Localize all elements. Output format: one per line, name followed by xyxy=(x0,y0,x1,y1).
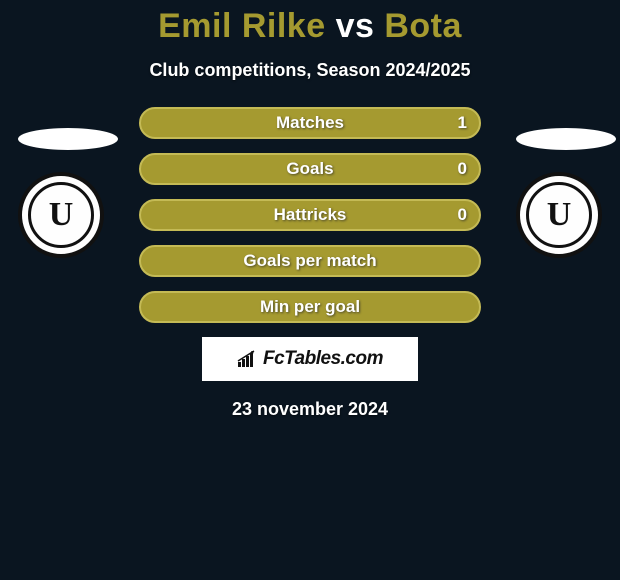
player-b-badge: U xyxy=(516,128,602,258)
player-b-name: Bota xyxy=(384,7,462,45)
stat-row-matches: Matches 1 xyxy=(139,107,481,139)
bars-chart-icon xyxy=(237,350,259,368)
player-a-badge: U xyxy=(18,128,104,258)
club-crest-letter: U xyxy=(28,182,94,248)
stat-row-goals-per-match: Goals per match xyxy=(139,245,481,277)
subtitle: Club competitions, Season 2024/2025 xyxy=(0,60,620,81)
avatar-placeholder-icon xyxy=(18,128,118,150)
stat-row-hattricks: Hattricks 0 xyxy=(139,199,481,231)
stat-right-value: 0 xyxy=(458,159,467,179)
stat-bars: Matches 1 Goals 0 Hattricks 0 Goals per … xyxy=(139,107,481,323)
stat-row-goals: Goals 0 xyxy=(139,153,481,185)
brand-badge: FcTables.com xyxy=(202,337,418,381)
stat-label: Hattricks xyxy=(274,205,347,225)
footer-date: 23 november 2024 xyxy=(0,399,620,420)
avatar-placeholder-icon xyxy=(516,128,616,150)
club-crest-letter: U xyxy=(526,182,592,248)
stat-label: Min per goal xyxy=(260,297,360,317)
stat-label: Goals xyxy=(286,159,333,179)
stat-right-value: 1 xyxy=(458,113,467,133)
page-title: Emil Rilke vs Bota xyxy=(0,0,620,46)
club-crest-left: U xyxy=(18,172,104,258)
stat-label: Matches xyxy=(276,113,344,133)
brand-text: FcTables.com xyxy=(263,348,383,370)
comparison-infographic: Emil Rilke vs Bota Club competitions, Se… xyxy=(0,0,620,580)
stat-row-min-per-goal: Min per goal xyxy=(139,291,481,323)
stat-label: Goals per match xyxy=(243,251,376,271)
player-a-name: Emil Rilke xyxy=(158,7,326,45)
title-vs: vs xyxy=(336,7,375,45)
stat-right-value: 0 xyxy=(458,205,467,225)
club-crest-right: U xyxy=(516,172,602,258)
